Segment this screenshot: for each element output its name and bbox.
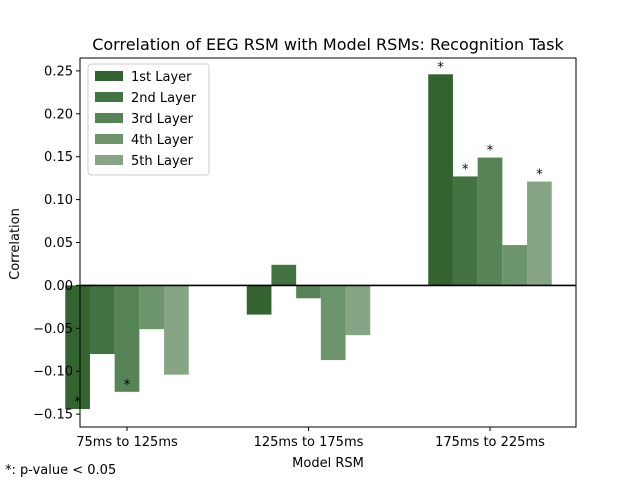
x-tick-label: 175ms to 225ms (435, 435, 545, 450)
bar (428, 74, 453, 286)
x-axis-label: Model RSM (292, 456, 364, 471)
legend-label: 3rd Layer (131, 112, 194, 127)
footnote: *: p-value < 0.05 (5, 463, 116, 478)
bar (271, 264, 297, 286)
legend-swatch (95, 155, 123, 165)
significance-marker: * (124, 378, 131, 393)
x-tick-label: 75ms to 125ms (76, 435, 178, 450)
y-tick-label: 0.00 (44, 279, 73, 294)
significance-marker: * (487, 144, 494, 159)
bar (246, 285, 272, 315)
bar (89, 285, 115, 355)
y-tick-label: 0.25 (44, 64, 73, 79)
y-tick-label: 0.20 (44, 107, 73, 122)
legend-swatch (95, 113, 123, 123)
bar (114, 285, 140, 392)
legend-swatch (95, 134, 123, 144)
bar (320, 285, 346, 361)
significance-marker: * (536, 168, 543, 183)
bar (502, 245, 528, 286)
significance-marker: * (74, 395, 81, 410)
legend-label: 1st Layer (131, 70, 192, 85)
y-axis-label: Correlation (8, 208, 23, 280)
y-tick-label: 0.15 (44, 150, 73, 165)
significance-marker: * (437, 60, 444, 75)
bar (452, 176, 478, 286)
y-tick-label: −0.10 (33, 365, 73, 380)
y-tick-label: 0.10 (44, 193, 73, 208)
bar (527, 181, 552, 286)
legend-swatch (95, 71, 123, 81)
legend-label: 5th Layer (131, 154, 194, 169)
bar (65, 285, 90, 409)
y-tick-label: −0.05 (33, 322, 73, 337)
legend-box (87, 63, 210, 176)
y-tick-label: 0.05 (44, 236, 73, 251)
bar (139, 285, 165, 330)
legend-label: 4th Layer (131, 133, 194, 148)
bar (477, 157, 503, 286)
y-tick-label: −0.15 (33, 408, 73, 423)
bar (296, 285, 321, 299)
x-tick-label: 125ms to 175ms (254, 435, 364, 450)
bar (345, 285, 371, 336)
legend-label: 2nd Layer (131, 91, 197, 106)
legend-swatch (95, 92, 123, 102)
bar (164, 285, 189, 375)
significance-marker: * (462, 162, 469, 177)
chart-title: Correlation of EEG RSM with Model RSMs: … (92, 35, 564, 54)
